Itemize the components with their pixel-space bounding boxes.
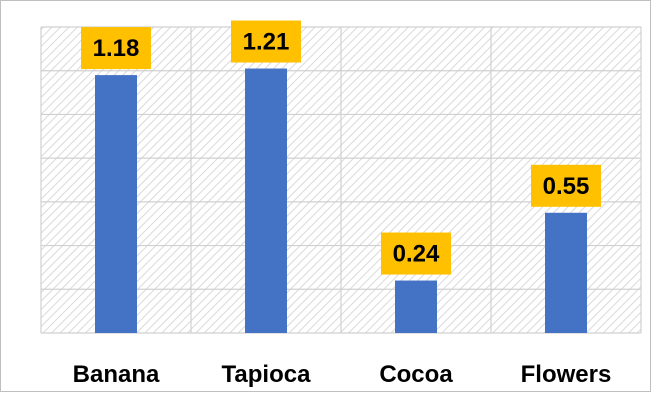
data-label-box-tapioca: [231, 20, 301, 63]
bar-cocoa: [395, 280, 437, 333]
category-labels: Banana Tapioca Cocoa Flowers: [73, 361, 612, 388]
data-label-cocoa: 0.24: [393, 241, 440, 268]
category-label-cocoa: Cocoa: [379, 361, 453, 388]
grid-lines: [40, 26, 642, 334]
category-label-banana: Banana: [73, 361, 160, 388]
bar-flowers: [545, 212, 587, 333]
data-label-tapioca: 1.21: [243, 29, 290, 56]
bar-tapioca: [245, 68, 287, 334]
data-label-flowers: 0.55: [543, 173, 590, 200]
data-label-box-banana: [81, 27, 151, 70]
category-label-flowers: Flowers: [521, 361, 612, 388]
data-label-box-flowers: [531, 164, 601, 207]
bars: [95, 68, 587, 334]
bar-banana: [95, 75, 137, 333]
data-label-banana: 1.18: [93, 35, 140, 62]
data-labels: 1.18 1.21 0.24 0.55: [81, 20, 601, 275]
category-label-tapioca: Tapioca: [222, 361, 312, 388]
data-label-box-cocoa: [381, 232, 451, 275]
